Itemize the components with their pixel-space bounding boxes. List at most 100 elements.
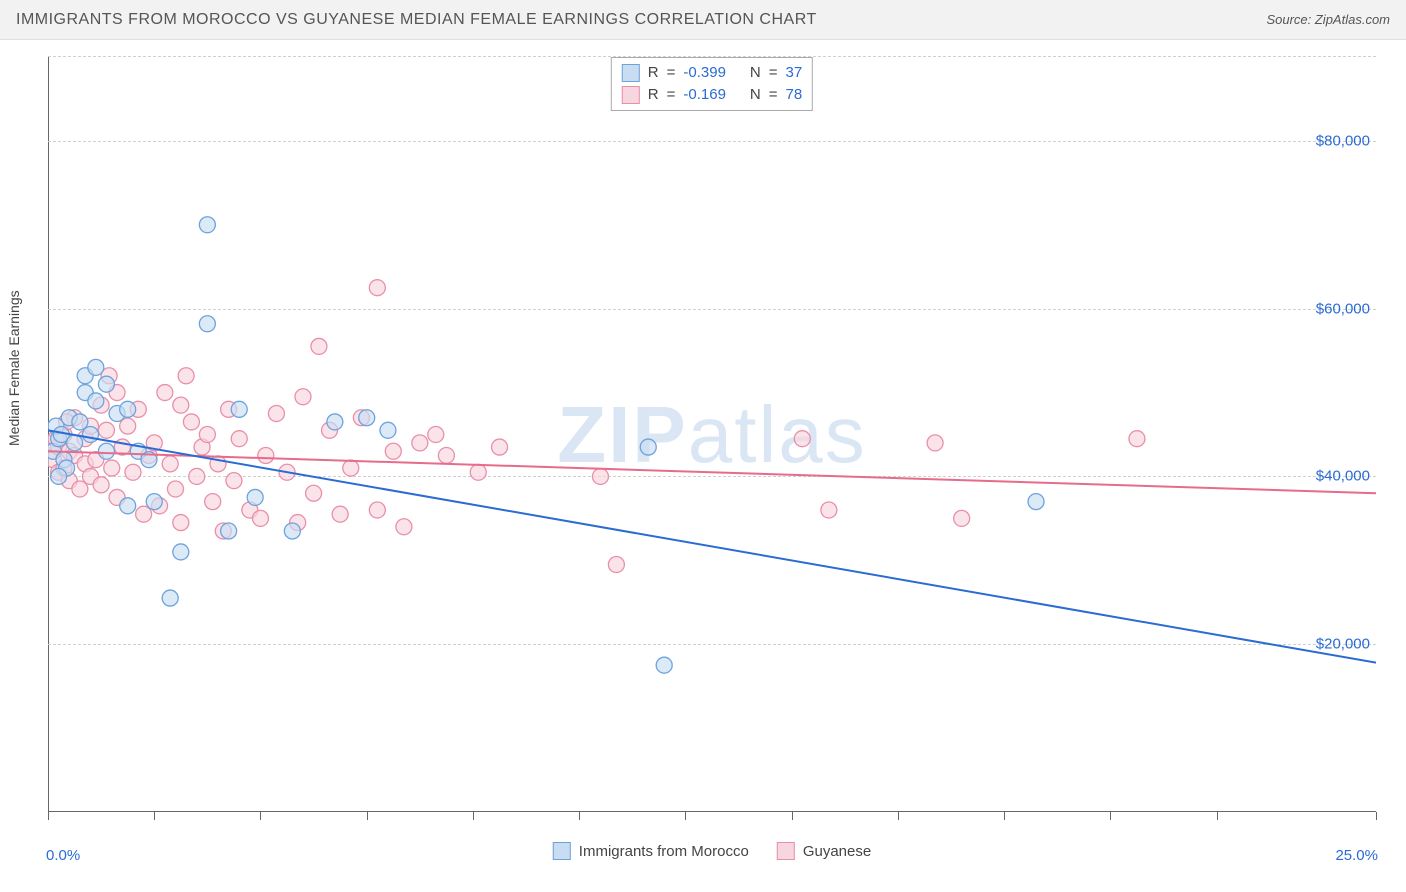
chart-svg [48,57,1376,812]
data-point [1129,431,1145,447]
data-point [327,414,343,430]
data-point [221,523,237,539]
regression-line [48,430,1376,662]
data-point [332,506,348,522]
data-point [93,477,109,493]
x-tick [1004,812,1005,820]
data-point [268,406,284,422]
data-point [199,316,215,332]
swatch-series-1 [622,86,640,104]
data-point [98,376,114,392]
data-point [88,393,104,409]
legend-bottom-item-0: Immigrants from Morocco [553,842,749,860]
data-point [470,464,486,480]
data-point [656,657,672,673]
data-point [231,401,247,417]
data-point [821,502,837,518]
data-point [104,460,120,476]
data-point [205,494,221,510]
legend-bottom-label-0: Immigrants from Morocco [579,843,749,860]
legend-eq2: = [769,62,778,84]
plot-area: ZIPatlas R = -0.399 N = 37 R = -0.169 N [48,56,1376,812]
data-point [231,431,247,447]
data-point [608,557,624,573]
x-tick [367,812,368,820]
source-label: Source: ZipAtlas.com [1266,12,1390,27]
data-point [146,494,162,510]
chart-title: IMMIGRANTS FROM MOROCCO VS GUYANESE MEDI… [16,11,817,29]
x-min-label: 0.0% [46,847,80,864]
legend-top: R = -0.399 N = 37 R = -0.169 N = 78 [611,57,813,111]
data-point [88,359,104,375]
data-point [167,481,183,497]
data-point [51,468,67,484]
data-point [438,447,454,463]
data-point [954,510,970,526]
data-point [295,389,311,405]
data-point [173,544,189,560]
legend-N-val-0: 37 [786,62,803,84]
x-tick [1376,812,1377,820]
legend-top-row-1: R = -0.399 N = 37 [622,62,802,84]
data-point [396,519,412,535]
legend-R-val-0: -0.399 [683,62,726,84]
x-max-label: 25.0% [1335,847,1378,864]
data-point [199,427,215,443]
data-point [927,435,943,451]
data-point [592,468,608,484]
x-tick [48,812,49,820]
data-point [359,410,375,426]
data-point [412,435,428,451]
legend-bottom: Immigrants from Morocco Guyanese [553,842,871,860]
data-point [306,485,322,501]
data-point [1028,494,1044,510]
data-point [258,447,274,463]
data-point [98,422,114,438]
x-tick [473,812,474,820]
data-point [178,368,194,384]
data-point [125,464,141,480]
swatch-bottom-1 [777,842,795,860]
legend-bottom-item-1: Guyanese [777,842,871,860]
data-point [226,473,242,489]
header-bar: IMMIGRANTS FROM MOROCCO VS GUYANESE MEDI… [0,0,1406,40]
data-point [173,515,189,531]
data-point [369,502,385,518]
data-point [428,427,444,443]
data-point [247,489,263,505]
swatch-bottom-0 [553,842,571,860]
data-point [162,456,178,472]
data-point [252,510,268,526]
legend-bottom-label-1: Guyanese [803,843,871,860]
x-tick [154,812,155,820]
x-tick [1110,812,1111,820]
data-point [794,431,810,447]
data-point [157,385,173,401]
data-point [162,590,178,606]
x-tick [1217,812,1218,820]
legend-top-row-2: R = -0.169 N = 78 [622,84,802,106]
x-tick [792,812,793,820]
legend-eq3: = [667,84,676,106]
legend-eq: = [667,62,676,84]
legend-N-letter2: N [750,84,761,106]
data-point [199,217,215,233]
data-point [120,401,136,417]
swatch-series-0 [622,64,640,82]
legend-N-letter: N [750,62,761,84]
legend-R-letter2: R [648,84,659,106]
legend-R-val-1: -0.169 [683,84,726,106]
legend-N-val-1: 78 [786,84,803,106]
x-tick [260,812,261,820]
legend-eq4: = [769,84,778,106]
data-point [385,443,401,459]
data-point [492,439,508,455]
data-point [183,414,199,430]
y-axis-title: Median Female Earnings [6,290,22,446]
x-tick [898,812,899,820]
data-point [343,460,359,476]
x-tick [579,812,580,820]
x-tick [685,812,686,820]
data-point [311,338,327,354]
regression-line [48,451,1376,493]
